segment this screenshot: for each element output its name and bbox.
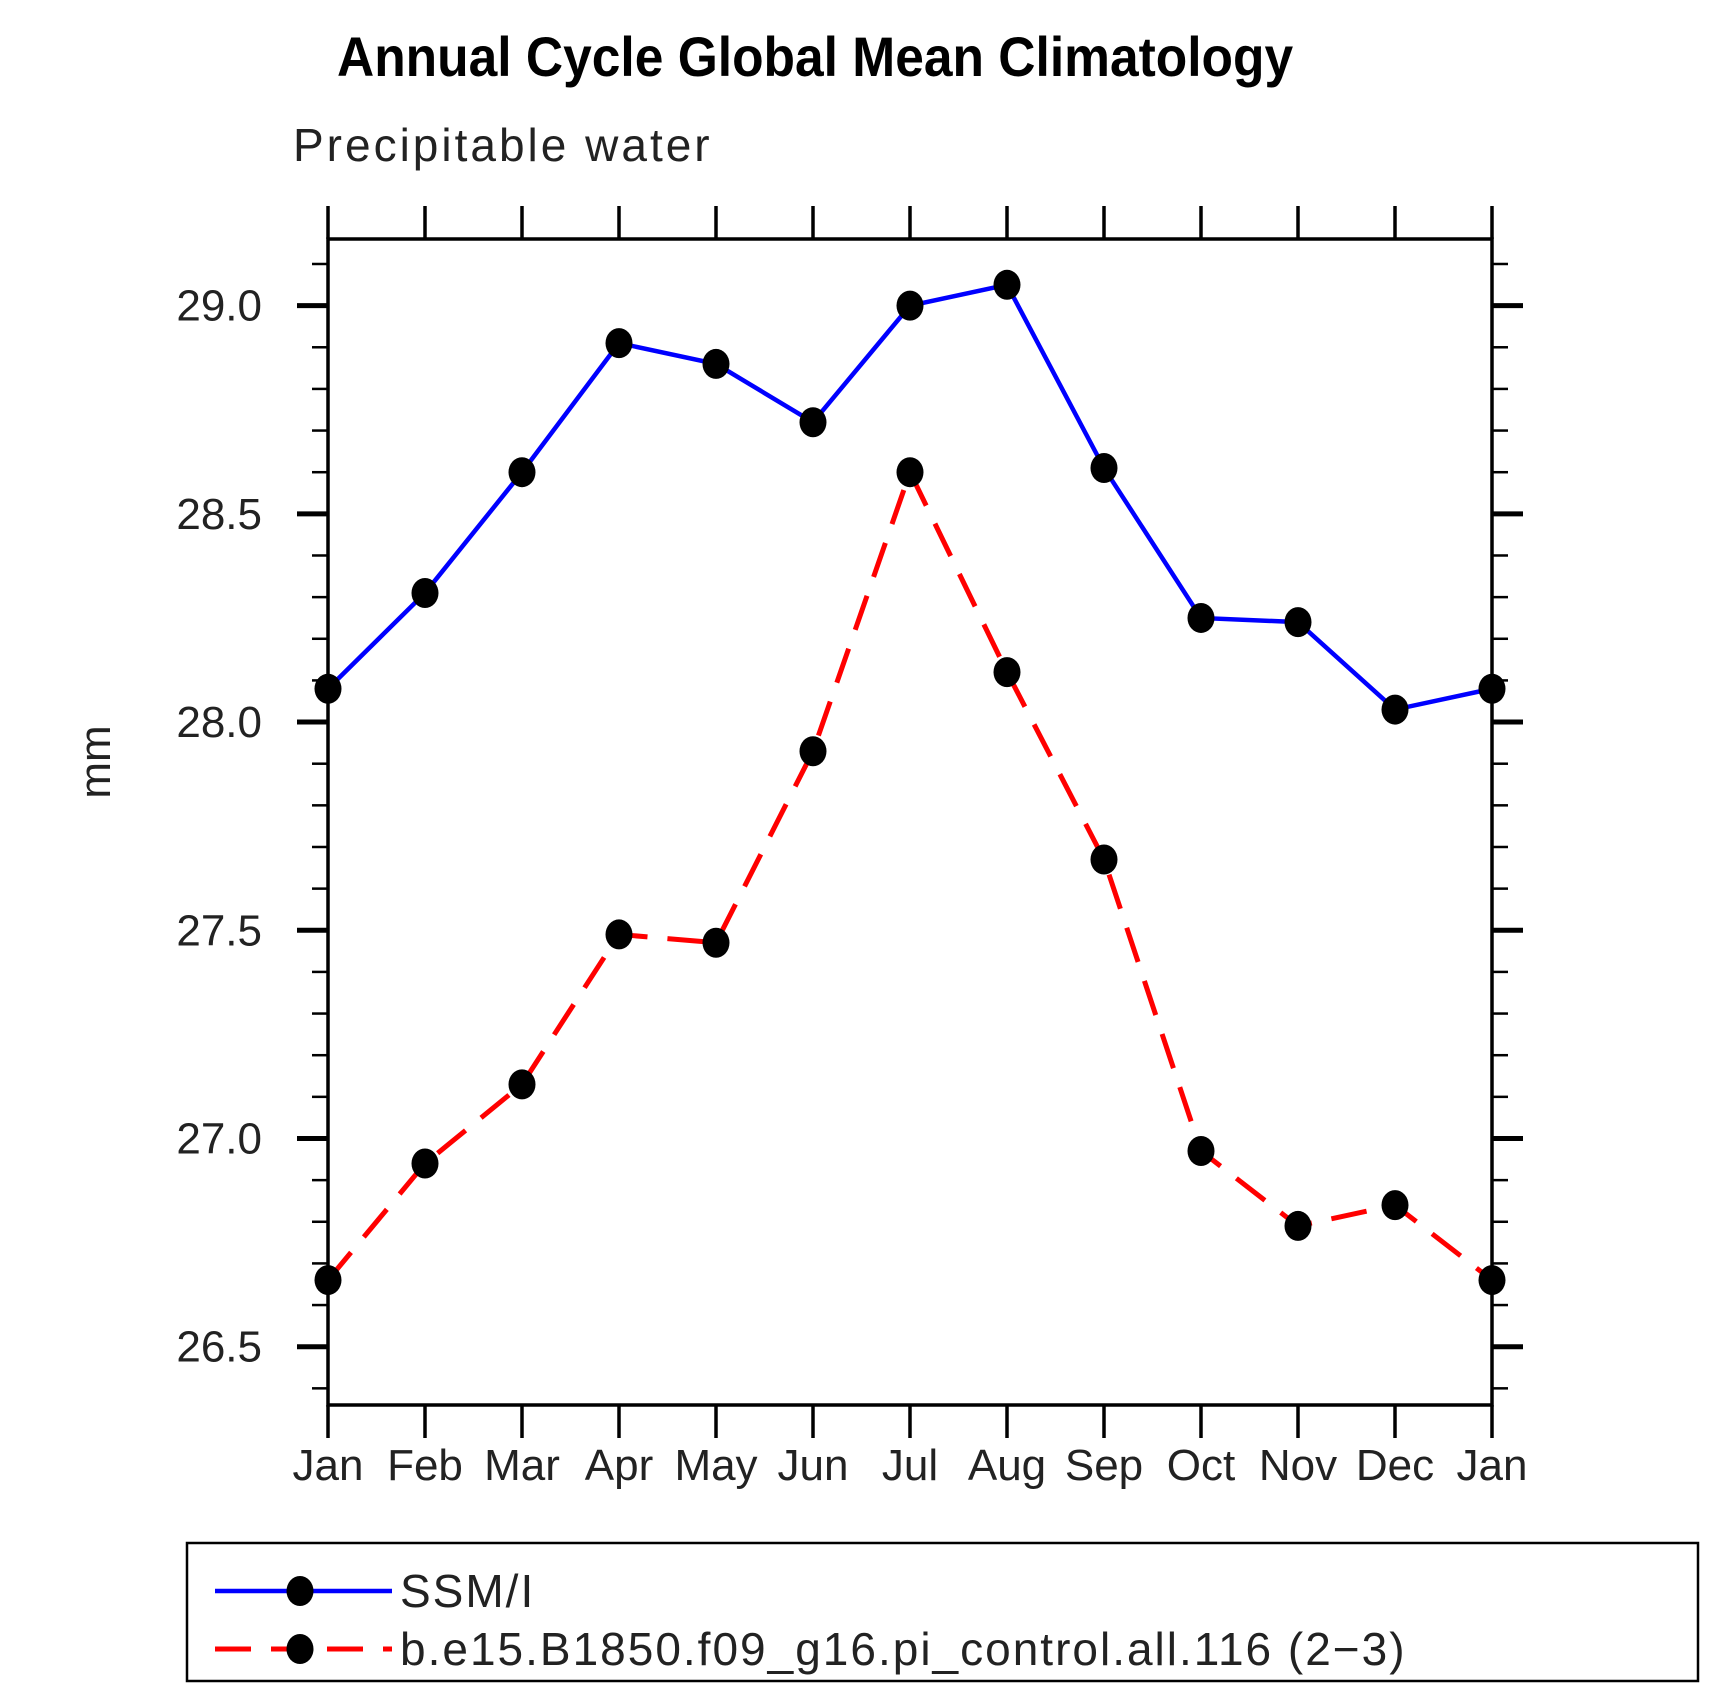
axes-group: 26.5 27.0 27.5 28.0 28.5 29.0 Jan Feb Mar Apr May J… — [71, 206, 1527, 1490]
data-point — [411, 577, 439, 608]
data-point — [799, 407, 827, 438]
data-point — [1090, 844, 1118, 875]
legend-box — [185, 1541, 1700, 1683]
x-tick-label: Mar — [484, 1441, 560, 1490]
x-tick-label: Feb — [387, 1441, 463, 1490]
y-tick-label: 27.0 — [176, 1114, 262, 1163]
legend-marker-1 — [286, 1634, 314, 1664]
series-line-1 — [326, 465, 1494, 1283]
series-line-0 — [326, 282, 1493, 713]
data-point — [1284, 607, 1312, 638]
data-point — [702, 348, 730, 379]
data-point — [1478, 673, 1506, 704]
data-point — [799, 736, 827, 767]
data-point — [1381, 1190, 1409, 1221]
legend-marker-0 — [286, 1576, 314, 1606]
data-point — [1284, 1210, 1312, 1241]
x-tick-label: Oct — [1167, 1441, 1235, 1490]
y-axis-title: mm — [71, 725, 120, 798]
y-tick-label: 29.0 — [176, 282, 262, 331]
legend-group: SSM/I b.e15.B1850.f09_g16.pi_control.all.… — [185, 1541, 1700, 1683]
legend-label-1: b.e15.B1850.f09_g16.pi_control.all.116 (… — [400, 1623, 1407, 1675]
data-point — [411, 1148, 439, 1179]
data-point — [896, 290, 924, 321]
data-point — [605, 919, 633, 950]
data-point — [314, 673, 342, 704]
x-tick-label: Jan — [1457, 1441, 1528, 1490]
x-tick-label: Jul — [882, 1441, 938, 1490]
data-point — [896, 457, 924, 488]
data-point — [1187, 602, 1215, 633]
data-point — [605, 328, 633, 359]
data-point — [993, 657, 1021, 688]
chart-subtitle: Precipitable water — [293, 119, 713, 171]
data-point — [1187, 1135, 1215, 1166]
data-point — [702, 927, 730, 958]
data-point — [1090, 453, 1118, 484]
x-tick-label: Jan — [293, 1441, 364, 1490]
y-tick-label: 28.0 — [176, 698, 262, 747]
x-tick-label: Aug — [968, 1441, 1046, 1490]
series-group — [314, 269, 1506, 1296]
data-point — [1478, 1265, 1506, 1296]
y-tick-label: 26.5 — [176, 1323, 262, 1372]
plot-frame — [326, 237, 1494, 1407]
x-tick-label: Nov — [1259, 1441, 1337, 1490]
chart-title: Annual Cycle Global Mean Climatology — [337, 25, 1294, 88]
data-point — [508, 1069, 536, 1100]
y-tick-label: 28.5 — [176, 490, 262, 539]
x-tick-label: Apr — [585, 1441, 653, 1490]
legend-label-0: SSM/I — [400, 1565, 535, 1617]
x-tick-label: Dec — [1356, 1441, 1434, 1490]
x-tick-label: Sep — [1065, 1441, 1143, 1490]
data-point — [993, 269, 1021, 300]
data-point — [508, 457, 536, 488]
y-tick-label: 27.5 — [176, 906, 262, 955]
data-point — [314, 1265, 342, 1296]
data-point — [1381, 694, 1409, 725]
x-tick-label: Jun — [778, 1441, 849, 1490]
x-tick-label: May — [674, 1441, 757, 1490]
